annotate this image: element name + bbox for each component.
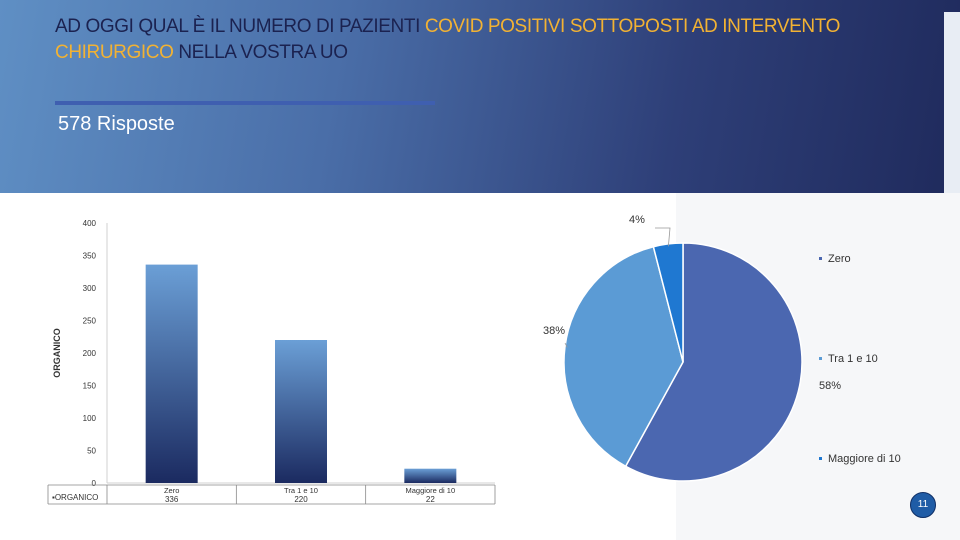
title-part1: AD OGGI QUAL È IL NUMERO DI PAZIENTI xyxy=(55,16,425,37)
legend-label: Maggiore di 10 xyxy=(828,453,901,465)
y-tick-label: 0 xyxy=(92,479,97,488)
title-highlight: COVID POSITIVI SOTTOPOSTI AD INTERVENTO … xyxy=(55,16,840,63)
leader-line xyxy=(564,342,568,348)
bar-layer: 0 50 100 150 200 250 300 350 400 ORGANICO ▪ORGANIC… xyxy=(47,219,496,505)
pie-chart: 58% 38% 4% Zero Tra 1 e 10 Maggiore di 10 xyxy=(543,214,901,482)
title-rule xyxy=(55,101,435,105)
legend-swatch xyxy=(819,257,822,260)
bar xyxy=(275,340,327,483)
y-tick-label: 400 xyxy=(83,219,97,228)
data-label: 220 xyxy=(294,495,308,504)
y-tick-label: 350 xyxy=(83,252,97,261)
pie-slice xyxy=(652,242,684,363)
table-row-label: ▪ORGANICO xyxy=(52,493,98,502)
title-part2: NELLA VOSTRA UO xyxy=(173,42,348,63)
x-tick-label: Tra 1 e 10 xyxy=(284,486,318,495)
y-tick-label: 150 xyxy=(83,382,97,391)
header-banner xyxy=(0,0,960,193)
legend-label: Tra 1 e 10 xyxy=(828,353,878,365)
x-tick-label: Maggiore di 10 xyxy=(406,486,456,495)
y-tick-label: 100 xyxy=(83,414,97,423)
y-tick-label: 200 xyxy=(83,349,97,358)
pie-slice xyxy=(624,242,803,482)
responses-count: 578 Risposte xyxy=(58,113,175,135)
pie-percent-label: 38% xyxy=(543,325,565,337)
legend-swatch xyxy=(819,357,822,360)
y-axis-label: ORGANICO xyxy=(52,328,62,378)
header-edge xyxy=(944,12,960,193)
pie-slice xyxy=(563,245,684,468)
bar-chart: 0 50 100 150 200 250 300 350 400 ORGANICO ▪ORGANIC… xyxy=(47,219,496,505)
bar xyxy=(145,264,198,483)
pie-percent-label: 4% xyxy=(629,214,645,226)
legend-swatch xyxy=(819,457,822,460)
leader-line xyxy=(655,227,671,247)
y-tick-label: 50 xyxy=(87,447,96,456)
y-tick-label: 300 xyxy=(83,284,97,293)
legend-label: Zero xyxy=(828,253,851,265)
slide-title: AD OGGI QUAL È IL NUMERO DI PAZIENTI COV… xyxy=(55,14,875,66)
bar xyxy=(404,468,457,483)
y-tick-label: 250 xyxy=(83,317,97,326)
x-tick-label: Zero xyxy=(164,486,179,495)
data-label: 336 xyxy=(165,495,179,504)
pie-layer: 58% 38% 4% Zero Tra 1 e 10 Maggiore di 10 xyxy=(543,214,901,482)
data-label: 22 xyxy=(426,495,435,504)
pie-percent-label: 58% xyxy=(819,380,841,392)
page-number: 11 xyxy=(910,492,936,518)
